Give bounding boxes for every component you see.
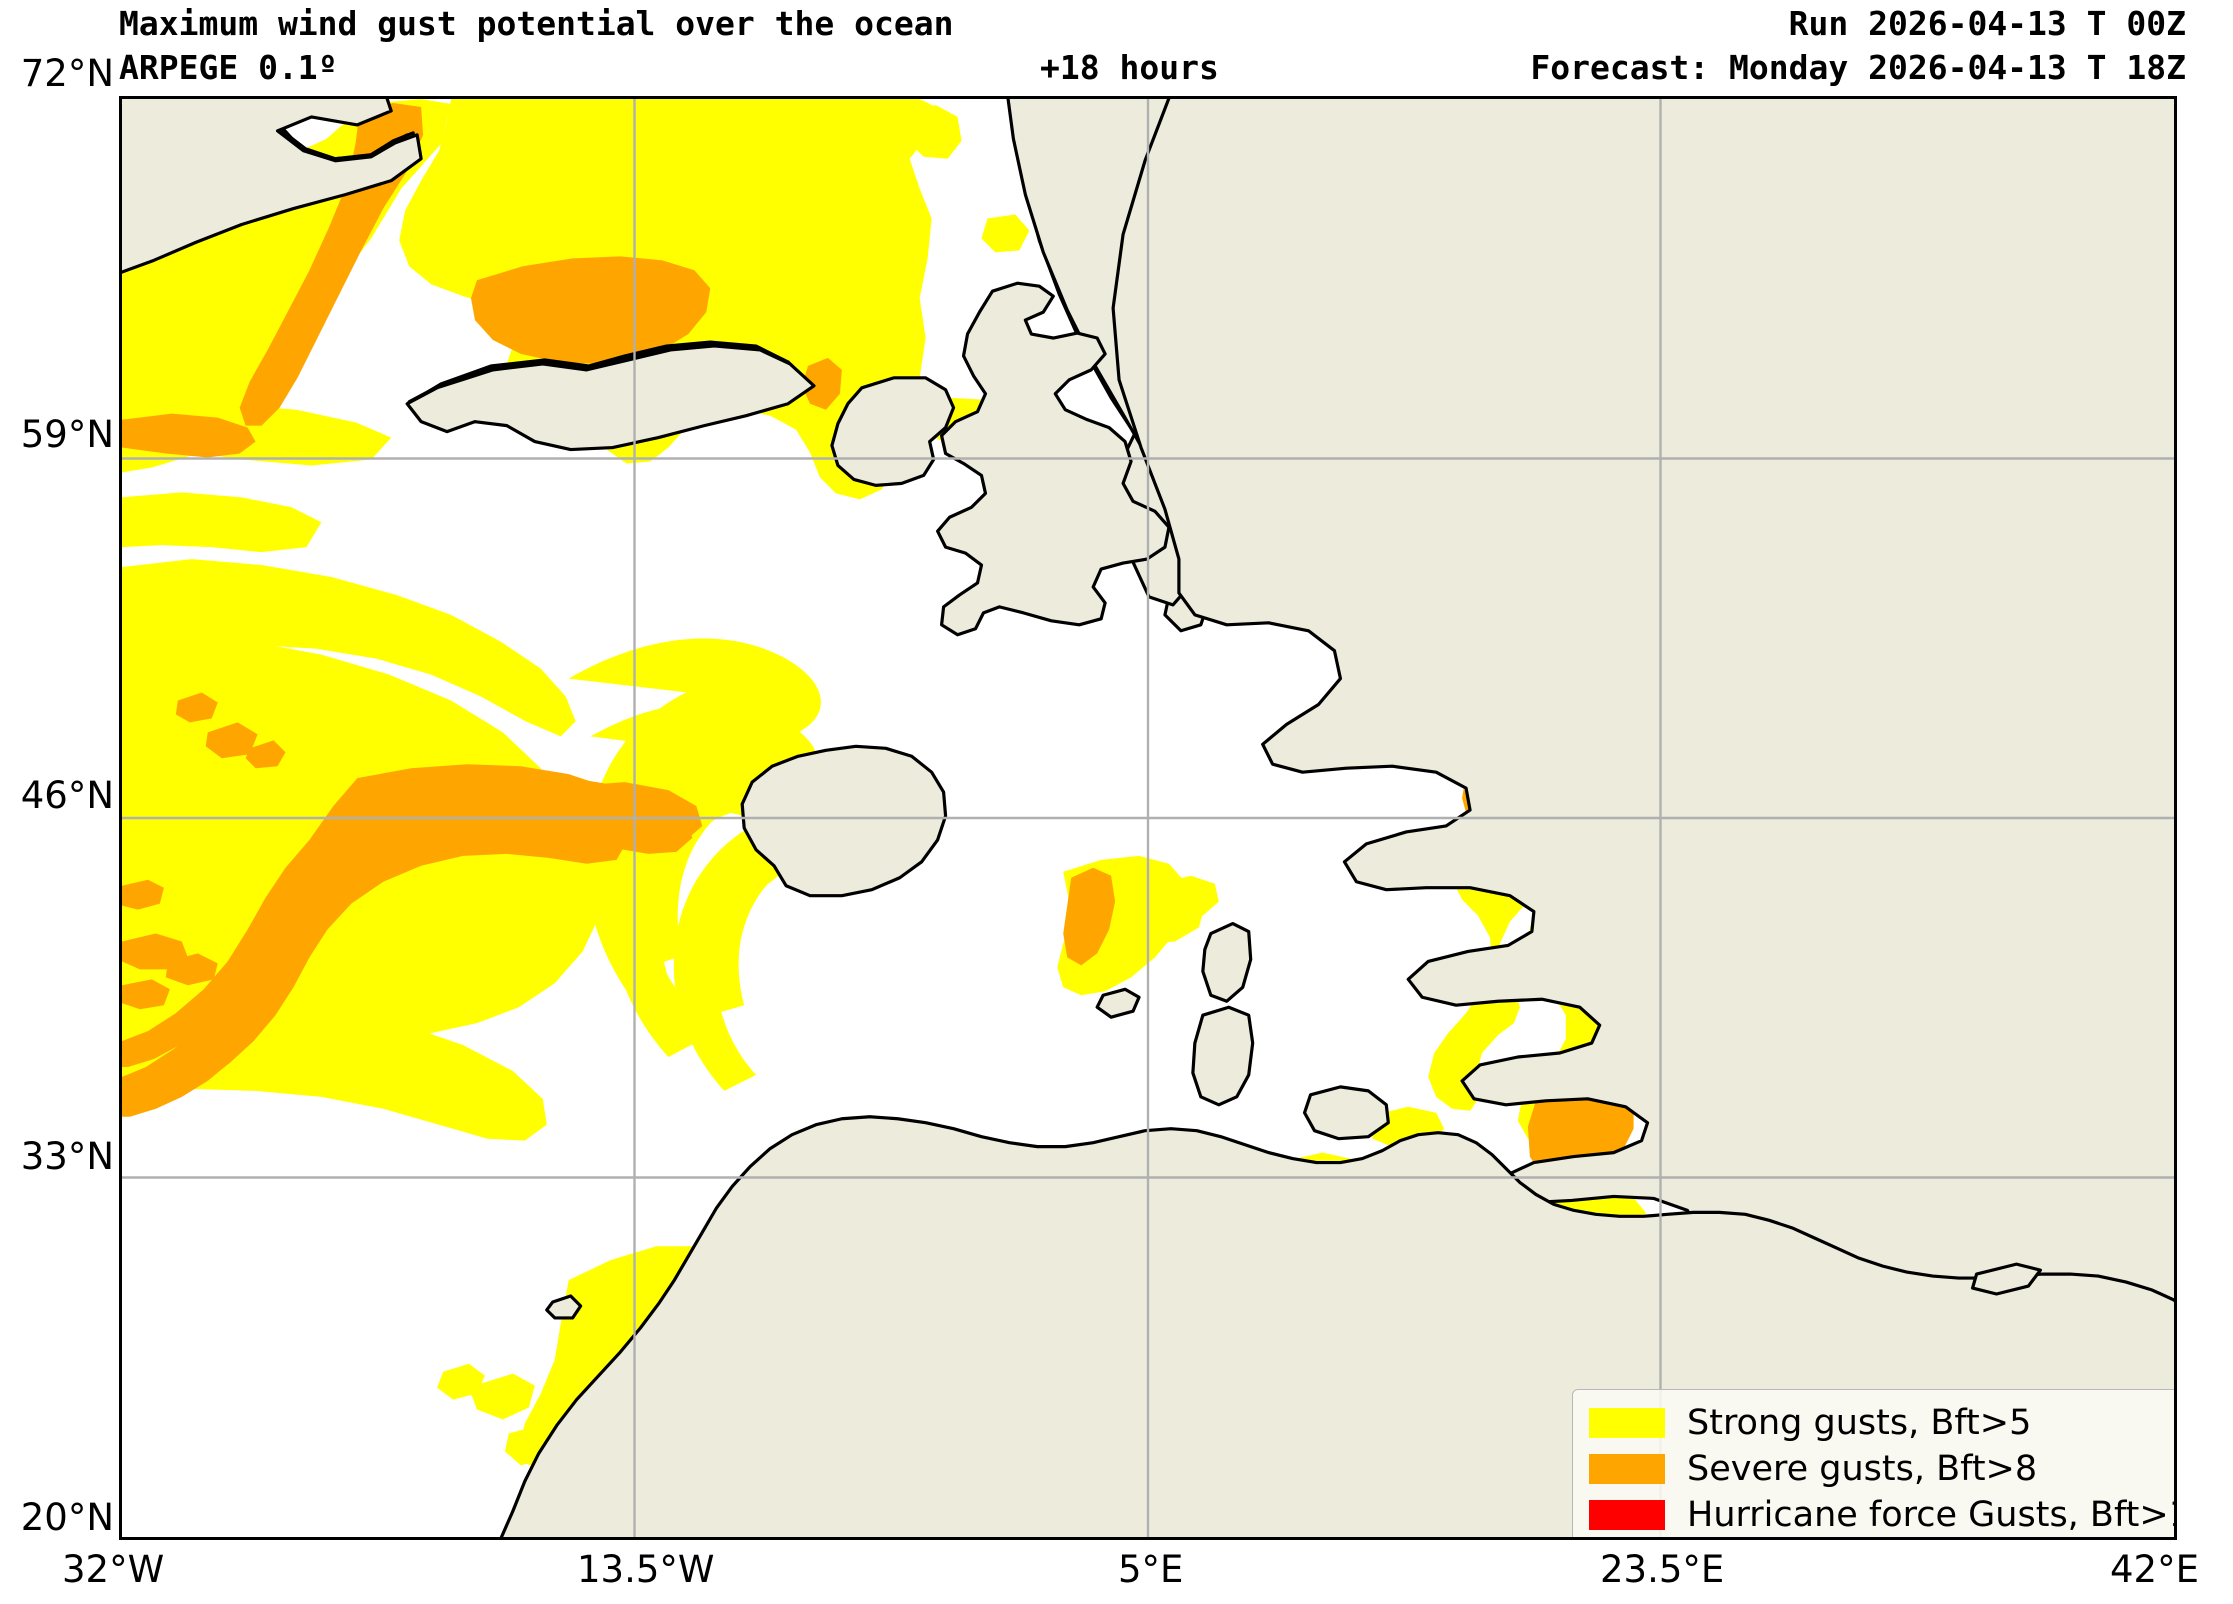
legend-label-strong-gusts: Strong gusts, Bft>5 (1687, 1402, 2032, 1443)
x-axis-tick-2: 5°E (1118, 1548, 1184, 1591)
header-line-2: ARPEGE 0.1º +18 hours Forecast: Monday 2… (0, 46, 2233, 90)
x-axis-tick-3: 23.5°E (1600, 1548, 1725, 1591)
legend-label-hurricane-gusts: Hurricane force Gusts, Bft>10 (1687, 1494, 2177, 1535)
iberia-shape (740, 744, 948, 898)
header-line-1: Maximum wind gust potential over the oce… (0, 2, 2233, 46)
y-axis-tick-1: 59°N (20, 413, 114, 456)
corsica (1201, 921, 1253, 1003)
y-axis-tick-0: 72°N (20, 52, 114, 95)
map-svg (122, 99, 2174, 1537)
sardinia (1191, 1005, 1255, 1107)
legend-row-1: Severe gusts, Bft>8 (1589, 1446, 2174, 1492)
model-name: ARPEGE 0.1º (119, 48, 338, 87)
legend-row-3: Major Hurricane Gusts (1589, 1538, 2177, 1540)
gust-shading-severe (122, 102, 1692, 1187)
cyprus-shape (1970, 1262, 2042, 1296)
x-axis-tick-1: 13.5°W (577, 1548, 715, 1591)
y-axis-tick-3: 33°N (20, 1135, 114, 1178)
y-axis-tick-4: 20°N (20, 1496, 114, 1539)
lead-time-label: +18 hours (1040, 48, 1219, 87)
page-title: Maximum wind gust potential over the oce… (119, 4, 954, 43)
legend-swatch-strong-gusts (1589, 1408, 1665, 1438)
map-header: Maximum wind gust potential over the oce… (0, 0, 2233, 96)
map-canvas (122, 99, 2174, 1537)
forecast-map-plot[interactable]: Strong gusts, Bft>5 Severe gusts, Bft>8 … (119, 96, 2177, 1540)
x-axis-tick-4: 42°E (2110, 1548, 2199, 1591)
legend-label-severe-gusts: Severe gusts, Bft>8 (1687, 1448, 2038, 1489)
legend-row-2: Hurricane force Gusts, Bft>10 (1589, 1492, 2177, 1537)
y-axis-tick-2: 46°N (20, 774, 114, 817)
x-axis-tick-0: 32°W (62, 1548, 165, 1591)
sicily-shape (1302, 1085, 1390, 1141)
legend-swatch-hurricane-gusts (1589, 1500, 1665, 1530)
greenland-shape (122, 99, 423, 274)
balearics-shape (1095, 987, 1141, 1019)
iceland-shape (405, 344, 816, 452)
run-timestamp: Run 2026-04-13 T 00Z (1788, 4, 2186, 43)
map-legend[interactable]: Strong gusts, Bft>5 Severe gusts, Bft>8 … (1572, 1389, 2177, 1540)
legend-swatch-severe-gusts (1589, 1454, 1665, 1484)
forecast-timestamp: Forecast: Monday 2026-04-13 T 18Z (1530, 48, 2186, 87)
gridlines (122, 99, 2174, 1537)
land-render (122, 99, 2174, 1475)
legend-row-0: Strong gusts, Bft>5 (1589, 1400, 2174, 1446)
canaries-shape (545, 1294, 583, 1320)
